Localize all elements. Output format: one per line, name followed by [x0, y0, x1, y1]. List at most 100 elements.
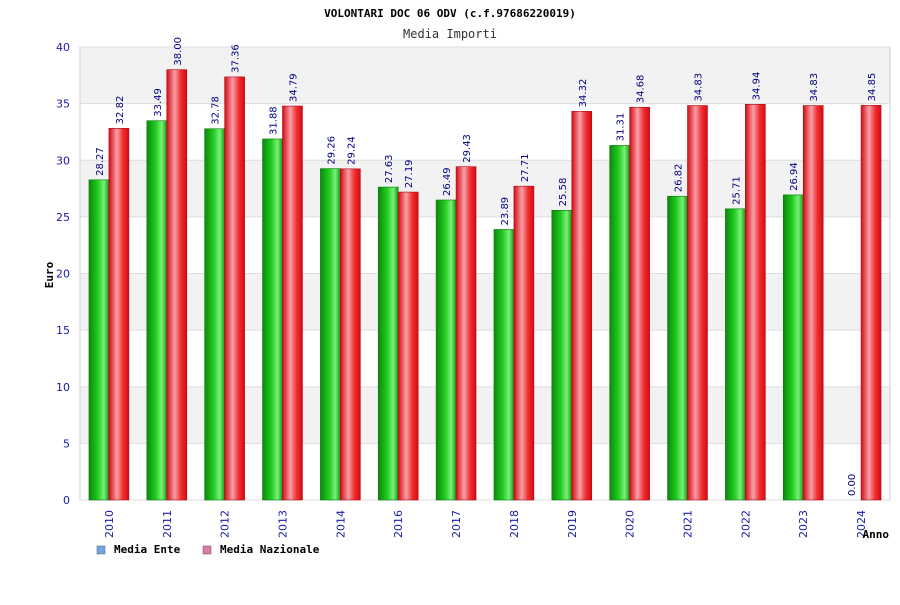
plot-band	[80, 330, 890, 387]
x-tick-label: 2022	[739, 510, 752, 538]
bar-media-nazionale	[108, 128, 130, 501]
bar-media-ente	[262, 138, 283, 501]
x-tick-label: 2010	[103, 510, 116, 538]
legend-swatch-media-ente	[96, 545, 106, 555]
x-tick-label: 2017	[450, 510, 463, 538]
bar-media-nazionale	[166, 69, 188, 501]
y-tick-label: 5	[63, 437, 70, 450]
bar-value-label: 34.83	[809, 73, 820, 102]
chart-subtitle: Media Importi	[403, 27, 497, 41]
bar-value-label: 29.26	[326, 136, 337, 165]
y-tick-label: 25	[56, 211, 70, 224]
bar-media-ente	[493, 229, 515, 501]
bar-value-label: 34.83	[693, 73, 704, 102]
y-tick-label: 30	[56, 154, 70, 167]
bar-value-label: 25.71	[731, 176, 742, 205]
bar-value-label: 27.71	[520, 154, 531, 183]
chart-title: VOLONTARI DOC 06 ODV (c.f.97686220019)	[324, 7, 576, 20]
bar-value-label: 29.24	[346, 136, 357, 165]
x-tick-label: 2014	[334, 510, 347, 538]
bar-value-label: 32.78	[211, 96, 222, 125]
bar-media-nazionale	[282, 105, 303, 501]
bar-value-label: 34.94	[751, 72, 762, 101]
bar-media-ente	[204, 128, 225, 501]
bar-media-ente	[435, 199, 457, 501]
legend-label-media-nazionale: Media Nazionale	[220, 543, 320, 556]
bar-media-ente	[609, 145, 630, 501]
bar-value-label: 33.49	[153, 88, 164, 117]
bar-value-label: 27.63	[384, 154, 395, 183]
bar-media-nazionale	[860, 105, 882, 501]
bar-value-label: 26.82	[674, 164, 685, 193]
x-axis-ticks: 2010 2011 2012 2013 2014 2016 2017 2018 2019 2020…	[103, 510, 868, 538]
bars	[88, 69, 882, 501]
plot-band	[80, 443, 890, 500]
y-axis-ticks: 0 5 10 15 20 25 30 35 40	[56, 41, 70, 507]
legend-swatch-media-nazionale	[202, 545, 212, 555]
bar-labels: 28.27 32.82 33.49 38.00 32.78 37.36 31.88 34.79…	[95, 37, 878, 496]
bar-media-nazionale	[224, 76, 245, 501]
x-tick-label: 2019	[566, 510, 579, 538]
plot-band	[80, 386, 890, 444]
x-tick-label: 2020	[624, 510, 637, 538]
bar-value-label: 27.19	[404, 159, 415, 188]
y-tick-label: 0	[63, 494, 70, 507]
y-tick-label: 15	[56, 324, 70, 337]
bar-value-label: 34.85	[867, 73, 878, 102]
x-axis-label: Anno	[863, 528, 890, 541]
x-tick-label: 2012	[219, 510, 232, 538]
bar-value-label: 37.36	[231, 44, 242, 73]
y-tick-label: 20	[56, 268, 70, 281]
x-tick-label: 2021	[682, 510, 695, 538]
y-tick-label: 40	[56, 41, 70, 54]
bar-value-label: 34.79	[288, 73, 299, 102]
bar-media-nazionale	[629, 106, 650, 501]
bar-value-label: 26.94	[789, 162, 800, 191]
bar-media-nazionale	[745, 104, 766, 501]
x-tick-label: 2016	[392, 510, 405, 538]
x-tick-label: 2024	[855, 510, 868, 538]
plot-band	[80, 160, 890, 217]
bar-media-nazionale	[802, 105, 824, 501]
bar-value-label: 23.89	[500, 197, 511, 226]
plot-band	[80, 103, 890, 161]
x-tick-label: 2023	[797, 510, 810, 538]
bar-value-label: 31.31	[616, 113, 627, 142]
bar-value-label: 34.32	[578, 79, 589, 108]
bar-value-label: 25.58	[558, 178, 569, 207]
bar-media-ente	[88, 179, 110, 501]
bar-media-nazionale	[455, 166, 477, 501]
bar-value-label: 38.00	[173, 37, 184, 66]
y-axis-label: Euro	[43, 261, 56, 288]
bar-media-ente	[551, 210, 573, 501]
bar-value-label: 29.43	[462, 134, 473, 163]
bar-media-nazionale	[571, 111, 593, 501]
plot-band	[80, 273, 890, 331]
bar-value-label: 26.49	[442, 167, 453, 196]
y-tick-label: 10	[56, 381, 70, 394]
bar-media-ente	[725, 208, 746, 501]
bar-media-ente	[782, 194, 804, 501]
bar-media-ente	[146, 120, 168, 501]
bar-value-label: 32.82	[115, 96, 126, 125]
plot-band	[80, 216, 890, 274]
x-tick-label: 2011	[161, 510, 174, 538]
bar-media-ente	[377, 186, 399, 501]
x-tick-label: 2018	[508, 510, 521, 538]
y-tick-label: 35	[56, 98, 70, 111]
bar-value-label: 31.88	[269, 106, 280, 135]
bar-media-ente	[320, 168, 341, 501]
bar-value-label: 28.27	[95, 147, 106, 176]
bar-media-nazionale	[397, 191, 419, 501]
bar-media-nazionale	[340, 168, 361, 501]
bar-media-nazionale	[513, 185, 535, 501]
bar-media-nazionale	[687, 105, 708, 501]
bar-value-label: 34.68	[636, 75, 647, 104]
legend: Media Ente Media Nazionale	[96, 543, 320, 556]
plot-band	[80, 47, 890, 104]
legend-label-media-ente: Media Ente	[114, 543, 181, 556]
bar-media-ente	[667, 195, 688, 501]
bar-value-label: 0.00	[847, 474, 858, 496]
